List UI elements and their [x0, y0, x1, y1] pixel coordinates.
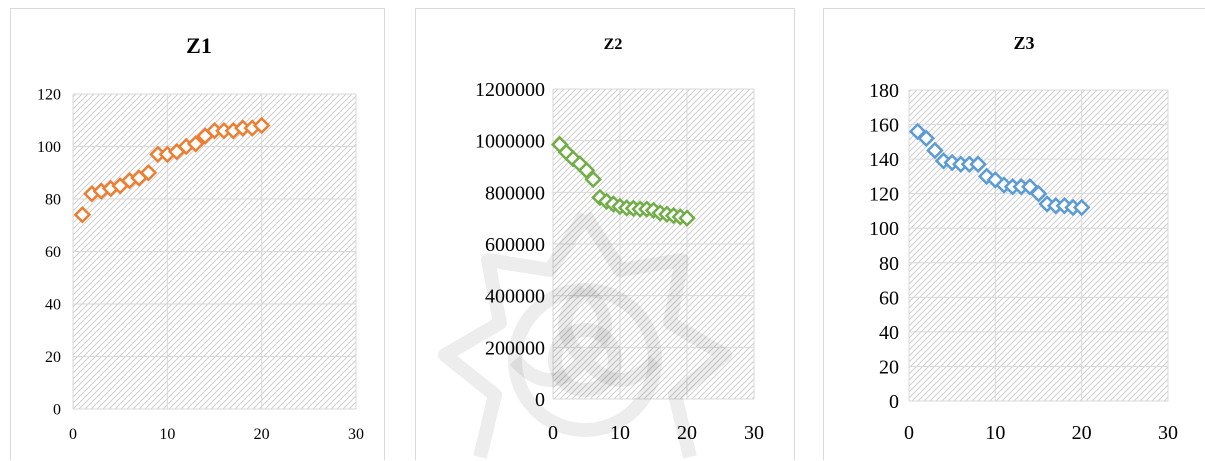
x-tick-label: 10 [610, 422, 630, 444]
plot-area [909, 90, 1168, 401]
chart-title: Z2 [604, 36, 623, 53]
chart-panel-z2: Z2 0 200000 400000 600000 800000 1000000 120000… [415, 8, 795, 460]
x-tick-label: 30 [1158, 422, 1178, 444]
y-tick-label: 140 [869, 149, 899, 171]
x-tick-label: 30 [744, 422, 764, 444]
data-point [252, 116, 271, 135]
chart-title: Z1 [186, 33, 212, 58]
y-tick-label: 120 [869, 184, 899, 206]
data-point [73, 205, 92, 224]
y-tick-label: 40 [879, 322, 899, 344]
data-point [186, 135, 205, 153]
chart-title: Z3 [1013, 33, 1034, 53]
y-tick-label: 0 [889, 391, 899, 413]
y-tick-label: 20 [879, 356, 899, 378]
y-tick-label: 1000000 [475, 131, 545, 153]
y-tick-label: 60 [879, 287, 899, 309]
x-tick-label: 20 [254, 426, 270, 443]
y-tick-label: 100 [869, 218, 899, 240]
chart-z2: Z2 0 200000 400000 600000 800000 1000000 120000… [475, 36, 764, 444]
y-tick-label: 160 [869, 115, 899, 137]
y-tick-label: 1200000 [475, 79, 545, 101]
chart-z1: Z1 0 20 40 60 80 100 120 0 10 20 30 [37, 33, 364, 443]
data-point [139, 163, 158, 182]
y-tick-label: 0 [535, 389, 545, 411]
y-tick-label: 80 [45, 192, 61, 209]
y-tick-label: 100 [37, 139, 61, 156]
y-tick-label: 200000 [485, 337, 545, 359]
data-point [926, 141, 944, 160]
y-tick-label: 80 [879, 253, 899, 275]
data-point [1072, 198, 1091, 217]
data-point [1029, 184, 1048, 203]
y-tick-label: 0 [53, 402, 61, 419]
x-tick-label: 20 [677, 422, 697, 444]
data-point [977, 167, 996, 186]
data-point [584, 170, 602, 189]
y-tick-label: 600000 [485, 234, 545, 256]
x-tick-label: 0 [548, 422, 558, 444]
y-tick-label: 20 [45, 349, 61, 366]
x-tick-label: 10 [985, 422, 1005, 444]
x-tick-label: 0 [904, 422, 914, 444]
data-point [917, 129, 936, 148]
x-tick-label: 30 [348, 426, 364, 443]
x-tick-label: 10 [159, 426, 175, 443]
y-tick-label: 40 [45, 297, 61, 314]
y-tick-label: 400000 [485, 286, 545, 308]
chart-panel-z3: Z3 0 20 40 60 80 100 120 140 160 180 0 10 20 30 [823, 8, 1205, 460]
data-point [678, 209, 696, 227]
data-point [969, 155, 987, 174]
chart-panel-z1: Z1 0 20 40 60 80 100 120 0 10 20 30 [10, 8, 385, 460]
x-tick-label: 20 [1072, 422, 1092, 444]
y-tick-label: 60 [45, 244, 61, 261]
x-tick-label: 0 [69, 426, 77, 443]
chart-z3: Z3 0 20 40 60 80 100 120 140 160 180 0 10 20 30 [869, 33, 1178, 444]
y-tick-label: 120 [37, 87, 61, 104]
y-tick-label: 800000 [485, 182, 545, 204]
y-tick-label: 180 [869, 80, 899, 102]
